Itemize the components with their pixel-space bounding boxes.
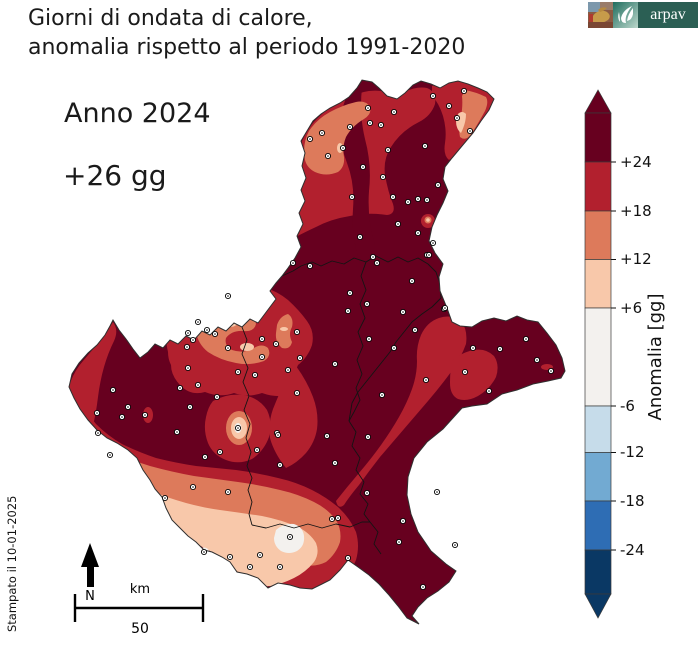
colorbar-axis-label: Anomalia [gg] (645, 294, 666, 421)
station-dots (93, 87, 555, 591)
colorbar-tick: -18 (620, 492, 645, 510)
leaf-icon (613, 2, 638, 28)
anomaly-value-label: +26 gg (63, 159, 167, 192)
colorbar-tick: -12 (620, 443, 645, 461)
colorbar-tick: +6 (620, 299, 642, 317)
colorbar-tick: -6 (620, 397, 635, 415)
colorbar-tick: +18 (620, 202, 652, 220)
page-title: Giorni di ondata di calore, anomalia ris… (28, 4, 465, 62)
colorbar: +24 +18 +12 +6 -6 -12 -18 -24 Anomalia [… (584, 89, 666, 619)
scale-bar: km 50 (73, 582, 205, 637)
title-line2: anomalia rispetto al periodo 1991-2020 (28, 35, 466, 60)
arpav-logo: arpav (588, 2, 698, 28)
north-label: N (85, 589, 95, 604)
north-arrow-icon: N (81, 543, 99, 604)
colorbar-tick: +24 (620, 153, 652, 171)
colorbar-tick: +12 (620, 250, 652, 268)
arpav-wordmark: arpav (638, 2, 698, 28)
colorbar-tick: -24 (620, 541, 645, 559)
lion-emblem-icon (588, 2, 613, 28)
scale-unit-label: km (130, 582, 150, 597)
colorbar-top-arrow (584, 89, 612, 114)
region-outline (68, 79, 566, 625)
scale-value-label: 50 (131, 621, 149, 637)
year-label: Anno 2024 (64, 98, 211, 129)
contour-dark-tongue (340, 88, 379, 263)
title-line1: Giorni di ondata di calore, (28, 6, 313, 31)
colorbar-bottom-arrow (584, 593, 612, 619)
